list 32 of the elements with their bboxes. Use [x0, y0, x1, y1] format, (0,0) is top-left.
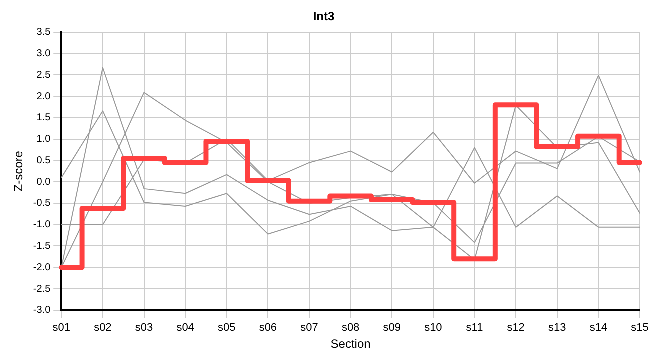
y-tick-label: 1.0	[36, 134, 52, 146]
x-tick-label: s08	[342, 322, 360, 334]
x-tick-label: s14	[590, 322, 608, 334]
x-tick-label: s03	[135, 322, 154, 334]
x-tick-label: s02	[94, 322, 112, 334]
y-tick-label: -3.0	[33, 305, 52, 316]
x-tick-label: s09	[383, 322, 402, 334]
x-tick-label: s05	[218, 322, 236, 334]
y-tick-label: -1.5	[33, 240, 52, 252]
x-tick-label: s07	[300, 322, 318, 334]
x-tick-label: s04	[176, 322, 194, 334]
y-tick-label: 3.0	[36, 48, 52, 60]
x-tick-label: s06	[259, 322, 278, 334]
y-tick-label: 1.5	[36, 112, 52, 124]
x-tick-label: s15	[631, 322, 649, 334]
y-tick-label: 2.0	[36, 91, 52, 102]
x-tick-label: s12	[507, 322, 525, 334]
x-tick-label: s13	[548, 322, 566, 334]
x-tick-label: s01	[52, 322, 71, 334]
y-tick-label: -2.0	[33, 262, 52, 274]
chart-title: Int3	[313, 10, 335, 24]
y-tick-label: 0.0	[36, 176, 52, 188]
x-tick-label: s10	[424, 322, 442, 334]
x-axis-title: Section	[330, 337, 371, 352]
x-tick-label: s11	[466, 322, 484, 334]
y-tick-label: -1.0	[33, 220, 52, 231]
y-tick-label: 2.5	[36, 70, 52, 81]
y-tick-label: -2.5	[33, 284, 52, 295]
y-axis-title: Z-score	[12, 150, 26, 192]
y-tick-label: -0.5	[33, 198, 52, 210]
y-tick-label: 3.5	[36, 27, 52, 38]
y-tick-label: 0.5	[36, 155, 52, 166]
